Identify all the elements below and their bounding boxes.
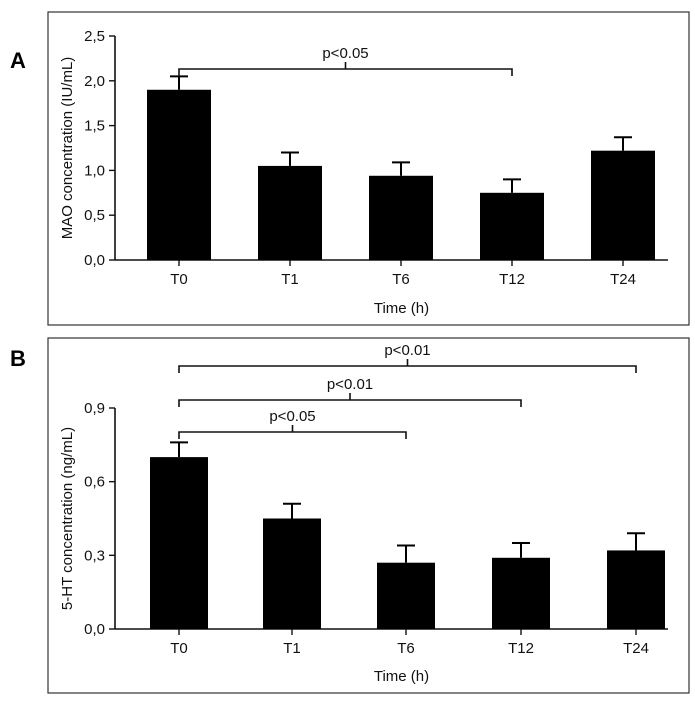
- panel-a-x-tick-label-t12: T12: [499, 271, 525, 288]
- panel-b-significance-label: p<0.01: [384, 342, 430, 359]
- panel-a-bar-t12: [480, 192, 544, 260]
- panel-a-y-axis-label: MAO concentration (IU/mL): [59, 57, 76, 240]
- panel-a-x-tick-label-t6: T6: [392, 271, 410, 288]
- panel-a-bar-t24: [591, 150, 655, 260]
- panel-a-x-tick-label-t0: T0: [170, 271, 188, 288]
- panel-a-y-tick-label: 0,5: [84, 207, 105, 224]
- panel-b-letter: B: [10, 346, 26, 371]
- panel-a-significance-label: p<0.05: [322, 45, 368, 62]
- panel-b-y-tick-label: 0,6: [84, 474, 105, 491]
- panel-a-y-tick-label: 2,0: [84, 73, 105, 90]
- panel-a-y-tick-label: 2,5: [84, 28, 105, 45]
- panel-a-bar-t1: [258, 165, 322, 260]
- panel-b-y-tick-label: 0,0: [84, 621, 105, 638]
- panel-a-y-tick-label: 1,0: [84, 162, 105, 179]
- panel-a-x-tick-label-t24: T24: [610, 271, 636, 288]
- panel-b-significance-label: p<0.01: [327, 376, 373, 393]
- panel-b-y-tick-label: 0,9: [84, 400, 105, 417]
- panel-a-bar-t0: [147, 89, 211, 260]
- panel-b-chart: 0,0 0,3 0,6 0,9 T0 T1 T6 T12 T24 Time (h) 5-HT con…: [59, 342, 668, 685]
- panel-a-letter: A: [10, 48, 26, 73]
- panel-a-significance-bracket: [178, 68, 513, 76]
- panel-b-y-tick-label: 0,3: [84, 547, 105, 564]
- panel-b-x-axis-label: Time (h): [374, 668, 429, 685]
- panel-a-frame: [47, 11, 690, 326]
- panel-b-bar-t24: [607, 550, 665, 629]
- panel-b-y-axis-label: 5-HT concentration (ng/mL): [59, 427, 76, 610]
- panel-a-bar-t6: [369, 175, 433, 260]
- panel-a-x-axis-label: Time (h): [374, 300, 429, 317]
- panel-b-bar-t12: [492, 557, 550, 629]
- panel-a-y-tick-label: 1,5: [84, 118, 105, 135]
- panel-b-frame: [47, 337, 690, 694]
- panel-b-x-tick-label-t0: T0: [170, 640, 188, 657]
- panel-b-bar-t6: [377, 562, 435, 629]
- panel-a-x-tick-label-t1: T1: [281, 271, 299, 288]
- panel-b-x-tick-label-t1: T1: [283, 640, 301, 657]
- panel-b-x-tick-label-t24: T24: [623, 640, 649, 657]
- panel-b-significance-bracket: [178, 431, 407, 439]
- panel-a-chart: 0,0 0,5 1,0 1,5 2,0 2,5 T0 T1 T6 T12 T24 Time (h) MA…: [59, 28, 668, 317]
- panel-b-x-tick-label-t12: T12: [508, 640, 534, 657]
- panel-b-significance-bracket: [178, 399, 522, 407]
- panel-b-significance-bracket: [178, 365, 637, 373]
- panel-b-significance-label: p<0.05: [269, 408, 315, 425]
- panel-b-bar-t1: [263, 518, 321, 629]
- panel-b-bar-t0: [150, 457, 208, 629]
- panel-b-x-tick-label-t6: T6: [397, 640, 415, 657]
- panel-a-y-tick-label: 0,0: [84, 252, 105, 269]
